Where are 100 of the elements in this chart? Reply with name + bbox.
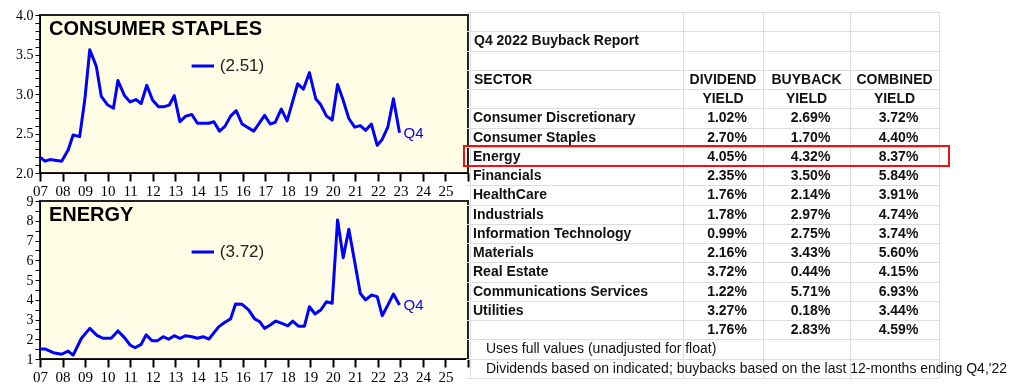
data-label: 3.44%: [877, 300, 920, 320]
x-tick-label: 17: [258, 368, 274, 385]
x-tick-label: 10: [100, 368, 116, 385]
x-tick-label: 22: [370, 368, 386, 385]
data-label: 2.69%: [789, 108, 832, 128]
x-tick-label: 18: [280, 368, 296, 385]
x-tick-label: 24: [415, 368, 432, 385]
x-tick-label: 13: [168, 182, 184, 199]
y-tick-label: 3.0: [16, 86, 34, 102]
data-label: 8.37%: [877, 146, 920, 166]
y-tick-label: 9: [26, 193, 34, 209]
x-tick-label: 25: [438, 368, 454, 385]
x-tick-label: 09: [78, 368, 94, 385]
y-tick-label: 2: [26, 331, 34, 347]
x-tick-label: 22: [370, 182, 386, 199]
x-tick-label: 18: [280, 182, 296, 199]
data-label: 1.22%: [706, 281, 748, 301]
data-label: 3.27%: [706, 300, 748, 320]
y-tick-label: 5: [26, 272, 34, 288]
y-tick-label: 4.0: [16, 7, 34, 23]
x-tick-label: 09: [78, 182, 94, 199]
category-label: Materials: [473, 243, 535, 262]
y-tick-label: 1: [26, 351, 34, 367]
x-tick-label: 10: [100, 182, 116, 199]
text: Uses full values (unadjusted for float): [486, 339, 718, 359]
data-label: 2.16%: [706, 243, 748, 262]
y-tick-label: 2.0: [16, 165, 34, 181]
y-tick-label: 6: [26, 252, 34, 268]
x-tick-label: 14: [190, 368, 207, 385]
category-label: Information Technology: [473, 223, 633, 243]
category-label: Consumer Discretionary: [473, 108, 637, 128]
data-label: 3.74%: [877, 223, 920, 243]
legend-label: (3.72): [219, 242, 265, 261]
data-label: 0.99%: [706, 223, 748, 243]
chart-title: CONSUMER STAPLES: [49, 17, 262, 39]
category-label: Industrials: [473, 204, 545, 224]
text: COMBINED YIELD: [855, 69, 934, 108]
x-tick-label: 11: [123, 368, 138, 385]
data-label: 4.15%: [877, 262, 920, 282]
data-label: 2.35%: [706, 166, 748, 185]
text: SECTOR: [474, 69, 534, 89]
y-tick-label: 8: [26, 213, 34, 229]
x-tick-label: 23: [393, 368, 409, 385]
data-label: 0.18%: [789, 300, 832, 320]
data-label: 1.02%: [706, 108, 748, 128]
data-label: 5.84%: [877, 166, 920, 185]
x-tick-label: 08: [55, 182, 71, 199]
data-label: 2.75%: [789, 223, 832, 243]
y-tick-label: 7: [26, 233, 34, 248]
category-label: Financials: [473, 166, 543, 185]
data-label: 3.43%: [789, 243, 832, 262]
data-label: 1.70%: [789, 127, 832, 147]
y-tick-label: 3.5: [16, 47, 34, 62]
text: DIVIDEND YIELD: [688, 69, 758, 108]
data-label: 2.97%: [789, 204, 832, 224]
x-tick-label: 13: [168, 368, 184, 385]
category-label: Utilities: [473, 300, 525, 320]
x-tick-label: 08: [55, 368, 71, 385]
data-label: 4.32%: [789, 146, 832, 166]
data-label: 3.50%: [789, 166, 832, 185]
data-label: 2.83%: [789, 320, 832, 339]
data-label: 2.70%: [706, 127, 748, 147]
annotation: Q4: [403, 296, 424, 314]
x-tick-label: 20: [325, 368, 341, 385]
y-tick-label: 3: [26, 312, 34, 327]
category-label: HealthCare: [473, 185, 548, 205]
category-label: Communications Services: [473, 281, 650, 301]
data-label: 3.72%: [706, 262, 748, 282]
x-tick-label: 16: [235, 182, 252, 199]
x-tick-label: 14: [190, 182, 207, 199]
x-tick-label: 12: [145, 368, 161, 385]
data-label: 3.72%: [877, 108, 920, 128]
x-tick-label: 23: [393, 182, 409, 199]
data-label: 6.93%: [877, 281, 920, 301]
data-label: 0.44%: [789, 262, 832, 282]
data-label: 5.71%: [789, 281, 832, 301]
data-label: 4.05%: [706, 146, 748, 166]
x-tick-label: 15: [213, 182, 229, 199]
data-label: 4.59%: [877, 320, 920, 339]
x-tick-label: 19: [303, 182, 319, 199]
category-label: Consumer Staples: [473, 127, 597, 147]
data-label: 1.76%: [706, 320, 748, 339]
line-series: [40, 48, 402, 163]
x-tick-label: 07: [33, 368, 49, 385]
data-label: 4.74%: [877, 204, 920, 224]
x-tick-label: 15: [213, 368, 229, 385]
x-tick-label: 20: [325, 182, 341, 199]
x-tick-label: 17: [258, 182, 274, 199]
x-tick-label: 16: [235, 368, 252, 385]
annotation: Q4: [403, 123, 424, 141]
category-label: Energy: [473, 146, 522, 166]
x-tick-label: 25: [438, 182, 454, 199]
data-label: 1.78%: [706, 204, 748, 224]
x-tick-label: 11: [123, 182, 138, 199]
data-label: 3.91%: [877, 185, 920, 205]
x-tick-label: 24: [415, 182, 432, 199]
text: Dividends based on indicated; buybacks based on the last 12-months ending Q4,'22: [486, 358, 1008, 378]
x-tick-label: 19: [303, 368, 319, 385]
chart-title: ENERGY: [49, 203, 135, 225]
text: Q4 2022 Buyback Report: [474, 31, 640, 51]
